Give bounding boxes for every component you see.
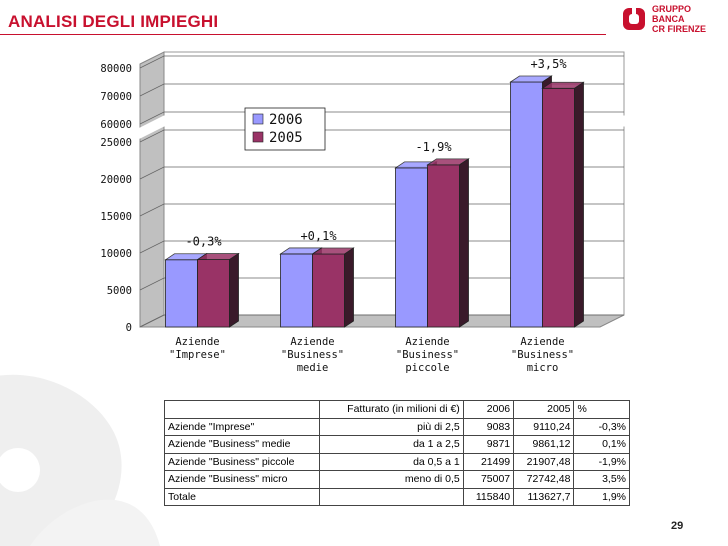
table-cell: da 0,5 a 1	[319, 452, 464, 471]
y-tick-label: 0	[126, 322, 132, 334]
logo-line-2: BANCA	[652, 14, 685, 24]
table-cell: 21499	[462, 452, 515, 471]
x-category-label: "Business"	[281, 349, 344, 361]
gridline	[139, 83, 624, 97]
table-cell: 21907,48	[513, 452, 575, 471]
table-cell: da 1 a 2,5	[319, 435, 464, 454]
x-category-label: Aziende	[405, 336, 449, 348]
bar-2005	[312, 253, 345, 328]
bar-2005-side	[344, 247, 354, 328]
bank-logo-icon	[623, 8, 645, 30]
y-tick-label: 15000	[100, 211, 132, 223]
bar-2006	[165, 259, 198, 328]
bar-annotation: -1,9%	[415, 140, 452, 154]
table-cell: Aziende "Imprese"	[163, 417, 321, 436]
bar-2005	[197, 259, 230, 328]
table-cell: 115840	[462, 487, 515, 506]
title-divider	[0, 34, 606, 35]
y-tick-label: 5000	[107, 285, 132, 297]
table-cell: 72742,48	[513, 470, 575, 489]
table-cell	[319, 487, 464, 506]
table-cell: 1,9%	[573, 487, 630, 506]
bar-annotation: +0,1%	[300, 229, 337, 243]
table-row: Aziende "Business" medie da 1 a 2,5 9871…	[163, 435, 630, 454]
y-tick-label: 10000	[100, 248, 132, 260]
bar-2006	[395, 167, 428, 328]
y-tick-label: 80000	[100, 63, 132, 75]
y-tick-label: 20000	[100, 174, 132, 186]
logo-line-1: GRUPPO	[652, 4, 692, 14]
x-category-label: micro	[527, 362, 559, 374]
table-cell: 3,5%	[573, 470, 630, 489]
gridline	[139, 129, 624, 143]
gridline	[139, 55, 624, 69]
bar-2006	[280, 253, 313, 328]
bar-2005	[427, 164, 460, 328]
data-table: Fatturato (in milioni di €) 2006 2005 % …	[163, 400, 630, 506]
bank-logo: GRUPPO BANCA CR FIRENZE	[622, 4, 724, 36]
bar-annotation: -0,3%	[185, 235, 222, 249]
bar-2005	[542, 87, 575, 328]
page-number: 29	[671, 520, 684, 532]
bar-2006	[510, 81, 543, 328]
table-cell: 9871	[462, 435, 515, 454]
gridline	[139, 314, 624, 328]
chart-side-wall	[139, 51, 165, 328]
legend-swatch	[252, 131, 264, 143]
table-total-row: Totale 115840 113627,7 1,9%	[163, 487, 630, 506]
x-category-label: piccole	[405, 362, 449, 374]
table-header-row: Fatturato (in milioni di €) 2006 2005 %	[163, 400, 630, 419]
gridline	[139, 166, 624, 180]
table-header-cell	[163, 400, 321, 419]
table-header-cell: 2006	[462, 400, 515, 419]
legend-label: 2006	[269, 112, 303, 128]
y-tick-label: 70000	[100, 91, 132, 103]
bar-chart: 0 5000 10000 15000 20000 25000 60000 70000 80000…	[100, 51, 625, 374]
x-category-label: medie	[297, 362, 329, 374]
table-cell: -0,3%	[573, 417, 630, 436]
bar-2005-side	[229, 252, 239, 328]
table-cell: meno di 0,5	[319, 470, 464, 489]
gridline	[139, 277, 624, 291]
x-category-label: "Business"	[511, 349, 574, 361]
table-cell: più di 2,5	[319, 417, 464, 436]
table-row: Aziende "Business" piccole da 0,5 a 1 21…	[163, 452, 630, 471]
gridline	[139, 111, 624, 125]
table-cell: 9110,24	[513, 417, 575, 436]
x-category-label: "Business"	[396, 349, 459, 361]
table-header-cell: %	[573, 400, 630, 419]
table-row: Aziende "Imprese" più di 2,5 9083 9110,2…	[163, 417, 630, 436]
table-cell: 9861,12	[513, 435, 575, 454]
legend-swatch	[252, 113, 264, 125]
y-tick-label: 25000	[100, 137, 132, 149]
x-category-label: Aziende	[290, 336, 334, 348]
legend-label: 2005	[269, 130, 303, 146]
logo-line-3: CR FIRENZE	[652, 24, 706, 34]
bar-annotation: +3,5%	[530, 57, 567, 71]
table-row: Aziende "Business" micro meno di 0,5 750…	[163, 470, 630, 489]
x-category-label: Aziende	[175, 336, 219, 348]
x-category-label: Aziende	[520, 336, 564, 348]
table-cell: Totale	[163, 487, 321, 506]
x-category-label: "Imprese"	[169, 349, 226, 361]
bar-2005-side	[574, 81, 584, 328]
y-tick-label: 60000	[100, 119, 132, 131]
table-cell: Aziende "Business" medie	[163, 435, 321, 454]
table-header-cell: Fatturato (in milioni di €)	[319, 400, 464, 419]
gridline	[139, 203, 624, 217]
gridline	[139, 240, 624, 254]
table-cell: 9083	[462, 417, 515, 436]
table-cell: Aziende "Business" micro	[163, 470, 321, 489]
bar-2005-side	[459, 158, 469, 328]
table-cell: 113627,7	[513, 487, 575, 506]
table-cell: -1,9%	[573, 452, 630, 471]
page-title: ANALISI DEGLI IMPIEGHI	[8, 12, 219, 31]
table-cell: 0,1%	[573, 435, 630, 454]
table-header-cell: 2005	[513, 400, 575, 419]
table-cell: Aziende "Business" piccole	[163, 452, 321, 471]
table-cell: 75007	[462, 470, 515, 489]
